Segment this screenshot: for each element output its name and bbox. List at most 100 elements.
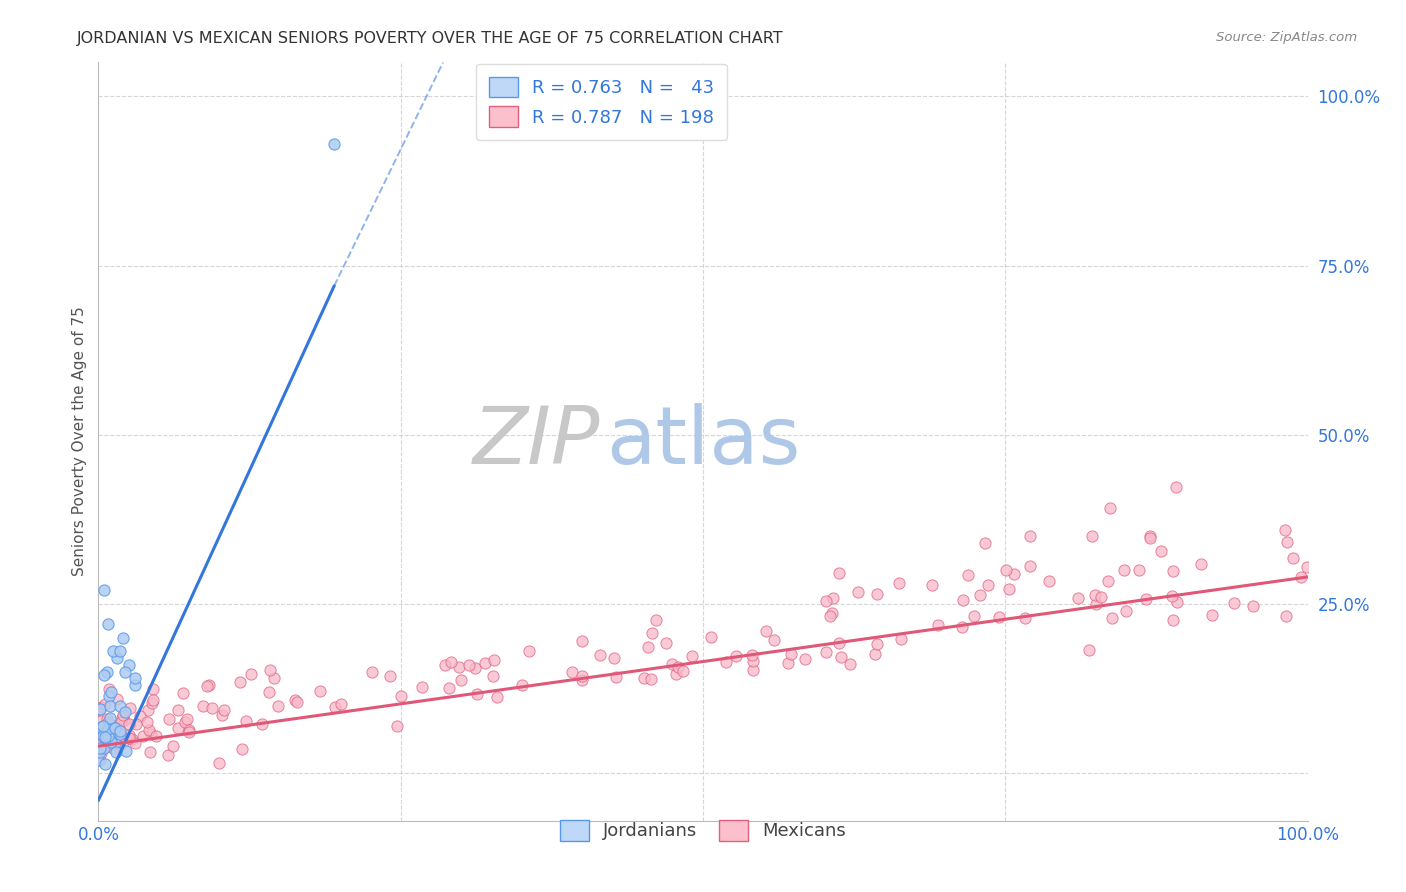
Point bbox=[138, 723, 160, 738]
Point bbox=[110, 714, 132, 729]
Point bbox=[167, 721, 190, 735]
Point bbox=[125, 716, 148, 731]
Point bbox=[98, 717, 121, 731]
Point bbox=[323, 700, 346, 714]
Point bbox=[111, 631, 134, 645]
Point bbox=[457, 658, 479, 673]
Point bbox=[89, 745, 111, 759]
Point bbox=[118, 728, 141, 742]
Point bbox=[162, 739, 184, 753]
Point bbox=[1274, 523, 1296, 537]
Point bbox=[89, 702, 111, 716]
Point bbox=[1085, 597, 1108, 611]
Point bbox=[90, 700, 112, 714]
Point bbox=[96, 724, 118, 739]
Point bbox=[124, 678, 146, 692]
Point bbox=[94, 739, 117, 753]
Point bbox=[1139, 531, 1161, 545]
Point bbox=[97, 729, 120, 743]
Legend: Jordanians, Mexicans: Jordanians, Mexicans bbox=[547, 807, 859, 854]
Point bbox=[103, 723, 125, 738]
Point bbox=[1019, 528, 1042, 542]
Point bbox=[89, 702, 111, 716]
Point bbox=[762, 632, 785, 647]
Point bbox=[284, 693, 307, 707]
Point bbox=[830, 650, 852, 665]
Point bbox=[101, 644, 124, 658]
Point bbox=[1077, 643, 1099, 657]
Point bbox=[104, 736, 127, 750]
Point bbox=[136, 703, 159, 717]
Point bbox=[87, 702, 110, 716]
Point bbox=[91, 729, 114, 743]
Point bbox=[1097, 574, 1119, 589]
Point bbox=[887, 575, 910, 590]
Point bbox=[666, 660, 689, 674]
Point bbox=[174, 714, 197, 729]
Point bbox=[90, 714, 112, 728]
Point bbox=[136, 715, 159, 730]
Point bbox=[93, 583, 115, 598]
Point bbox=[1038, 574, 1060, 588]
Point bbox=[145, 729, 167, 743]
Point bbox=[96, 726, 118, 740]
Point bbox=[1135, 592, 1157, 607]
Point bbox=[89, 739, 111, 754]
Point bbox=[1282, 551, 1305, 566]
Point bbox=[988, 610, 1011, 624]
Point bbox=[950, 620, 973, 634]
Point bbox=[571, 673, 593, 688]
Point bbox=[118, 700, 141, 714]
Point bbox=[1296, 559, 1319, 574]
Point bbox=[814, 645, 837, 659]
Point bbox=[108, 644, 131, 658]
Point bbox=[1166, 595, 1188, 609]
Point bbox=[157, 712, 180, 726]
Point bbox=[96, 665, 118, 679]
Point bbox=[637, 640, 659, 655]
Point bbox=[263, 671, 285, 685]
Point bbox=[235, 714, 257, 728]
Point bbox=[437, 681, 460, 695]
Point bbox=[1161, 613, 1184, 627]
Point bbox=[890, 632, 912, 646]
Point bbox=[107, 739, 129, 753]
Point bbox=[1090, 590, 1112, 604]
Point bbox=[90, 739, 112, 753]
Point bbox=[742, 654, 765, 668]
Point bbox=[108, 724, 131, 739]
Point bbox=[93, 730, 115, 744]
Point bbox=[742, 663, 765, 677]
Point bbox=[108, 698, 131, 713]
Point bbox=[818, 608, 841, 623]
Point bbox=[474, 657, 496, 671]
Point bbox=[142, 682, 165, 697]
Point bbox=[1128, 563, 1150, 577]
Point bbox=[433, 657, 456, 672]
Point bbox=[995, 563, 1018, 577]
Point bbox=[129, 708, 152, 723]
Point bbox=[105, 651, 128, 665]
Point bbox=[1164, 479, 1187, 493]
Point bbox=[111, 731, 134, 745]
Point bbox=[1098, 500, 1121, 515]
Point bbox=[821, 606, 844, 620]
Point bbox=[464, 661, 486, 675]
Point bbox=[1274, 609, 1296, 624]
Point bbox=[640, 672, 662, 686]
Point bbox=[794, 652, 817, 666]
Point bbox=[115, 744, 138, 758]
Point bbox=[98, 698, 121, 713]
Point bbox=[259, 663, 281, 677]
Point bbox=[93, 756, 115, 771]
Point bbox=[195, 679, 218, 693]
Point bbox=[132, 729, 155, 743]
Point bbox=[101, 741, 124, 756]
Point bbox=[952, 593, 974, 607]
Text: atlas: atlas bbox=[606, 402, 800, 481]
Point bbox=[208, 756, 231, 771]
Point bbox=[257, 685, 280, 699]
Point bbox=[589, 648, 612, 662]
Point bbox=[98, 711, 121, 725]
Point bbox=[605, 670, 627, 684]
